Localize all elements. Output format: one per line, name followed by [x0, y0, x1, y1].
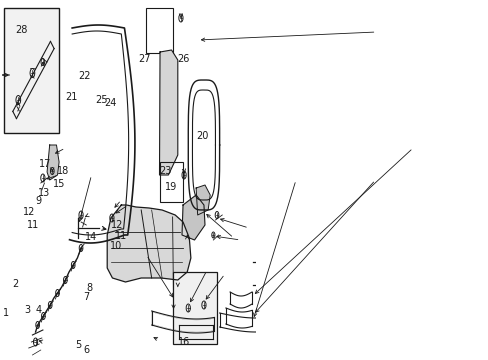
Text: 22: 22 — [78, 71, 90, 81]
Text: 27: 27 — [138, 54, 151, 64]
Polygon shape — [182, 195, 204, 240]
Polygon shape — [159, 50, 178, 175]
Text: 7: 7 — [83, 292, 89, 302]
Text: 6: 6 — [83, 345, 89, 355]
Text: 25: 25 — [95, 95, 107, 105]
Bar — [172, 272, 217, 344]
Text: 3: 3 — [24, 305, 31, 315]
Bar — [4, 8, 59, 133]
Text: 28: 28 — [15, 24, 28, 35]
Text: 16: 16 — [178, 337, 190, 347]
Text: 11: 11 — [26, 220, 39, 230]
Text: 10: 10 — [110, 240, 122, 251]
Text: 1: 1 — [3, 308, 9, 318]
Text: 15: 15 — [53, 179, 65, 189]
Text: 2: 2 — [12, 279, 19, 289]
Polygon shape — [47, 145, 59, 180]
Bar — [159, 162, 183, 202]
Text: 11: 11 — [115, 231, 127, 241]
Text: 8: 8 — [86, 283, 92, 293]
Text: 13: 13 — [38, 188, 50, 198]
Polygon shape — [196, 185, 210, 215]
Text: 14: 14 — [85, 231, 98, 242]
Polygon shape — [107, 205, 190, 282]
Text: 21: 21 — [65, 92, 78, 102]
Text: 12: 12 — [23, 207, 35, 217]
Bar — [146, 8, 172, 53]
Text: 12: 12 — [111, 220, 123, 230]
Text: 19: 19 — [164, 182, 177, 192]
Text: 24: 24 — [103, 98, 116, 108]
Text: 26: 26 — [177, 54, 189, 64]
Text: 17: 17 — [39, 159, 52, 169]
Text: 4: 4 — [35, 305, 41, 315]
Text: 18: 18 — [57, 166, 69, 176]
Text: 23: 23 — [159, 166, 172, 176]
Text: 20: 20 — [195, 131, 208, 141]
Text: 9: 9 — [36, 196, 42, 206]
Text: 5: 5 — [75, 340, 81, 350]
